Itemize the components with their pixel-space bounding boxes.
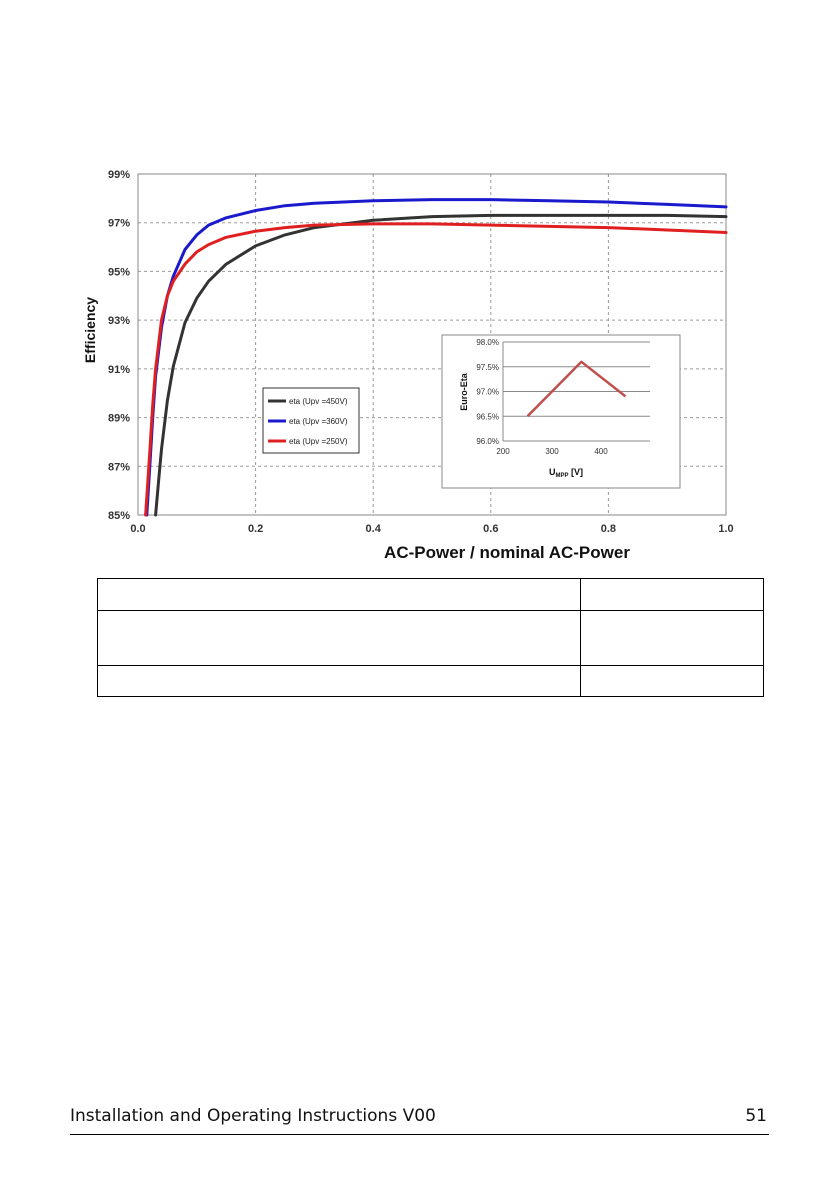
inset-frame: [441, 334, 681, 489]
table-cell: [97, 610, 581, 666]
page-number: 51: [745, 1106, 767, 1126]
main-series: [144, 198, 728, 517]
table-row: [97, 578, 764, 611]
legend-entry: eta (Upv =450V): [289, 397, 348, 406]
y-tick-label: 87%: [108, 461, 130, 473]
inset-y-tick-label: 97.5%: [476, 363, 499, 372]
footer-title: Installation and Operating Instructions …: [70, 1106, 436, 1126]
x-axis-label: AC-Power / nominal AC-Power: [384, 543, 630, 562]
y-tick-label: 95%: [108, 266, 130, 278]
table-cell: [97, 665, 581, 697]
inset-chart: 96.0% 96.5% 97.0% 97.5% 98.0% 200 300 400 Euro…: [441, 334, 681, 489]
inset-y-tick-label: 97.0%: [476, 388, 499, 397]
inset-x-tick-label: 200: [496, 447, 510, 456]
legend-items: eta (Upv =450V) eta (Upv =360V) eta (Upv =…: [268, 397, 348, 446]
y-tick-label: 85%: [108, 510, 130, 522]
inset-y-tick-label: 96.5%: [476, 412, 499, 421]
x-tick-label: 0.0: [130, 523, 145, 535]
main-plot-frame: [137, 173, 727, 516]
series-line-3: [144, 222, 728, 517]
inset-series: [526, 360, 627, 418]
x-tick-label: 0.2: [248, 523, 263, 535]
x-tick-label: 1.0: [718, 523, 733, 535]
main-x-ticks: 0.0 0.2 0.4 0.6 0.8 1.0: [130, 523, 733, 535]
efficiency-chart: 85% 87% 89% 91% 93% 95% 97% 99% 0.0 0.2 0.4 0.6 0.8…: [82, 169, 734, 562]
table-cell: [580, 578, 764, 611]
inset-x-tick-label: 400: [594, 447, 608, 456]
page-footer: Installation and Operating Instructions …: [70, 1106, 769, 1135]
y-axis-label: Efficiency: [82, 297, 98, 363]
inset-y-tick-label: 96.0%: [476, 437, 499, 446]
table-cell: [580, 665, 764, 697]
table-cell: [97, 578, 581, 611]
inset-x-axis-label: UMPP [V]: [549, 467, 583, 479]
inset-x-tick-label: 300: [545, 447, 559, 456]
inset-x-ticks: 200 300 400: [496, 447, 608, 456]
x-tick-label: 0.8: [601, 523, 616, 535]
y-tick-label: 93%: [108, 315, 130, 327]
legend-entry: eta (Upv =360V): [289, 417, 348, 426]
table-cell: [580, 610, 764, 666]
inset-y-tick-label: 98.0%: [476, 338, 499, 347]
x-tick-label: 0.6: [483, 523, 498, 535]
y-tick-label: 89%: [108, 413, 130, 425]
inset-y-axis-label: Euro-Eta: [459, 372, 469, 410]
y-tick-label: 99%: [108, 169, 130, 181]
legend-entry: eta (Upv =250V): [289, 437, 348, 446]
series-line-1: [154, 213, 728, 517]
table-row: [97, 610, 764, 666]
x-tick-label: 0.4: [366, 523, 382, 535]
inset-y-ticks: 96.0% 96.5% 97.0% 97.5% 98.0%: [476, 338, 499, 446]
main-y-ticks: 85% 87% 89% 91% 93% 95% 97% 99%: [108, 169, 130, 522]
spec-table: [97, 578, 764, 697]
y-tick-label: 97%: [108, 218, 130, 230]
inset-series-line: [526, 360, 627, 418]
table-row: [97, 665, 764, 697]
legend: eta (Upv =450V) eta (Upv =360V) eta (Upv =…: [262, 387, 360, 454]
y-tick-label: 91%: [108, 364, 130, 376]
